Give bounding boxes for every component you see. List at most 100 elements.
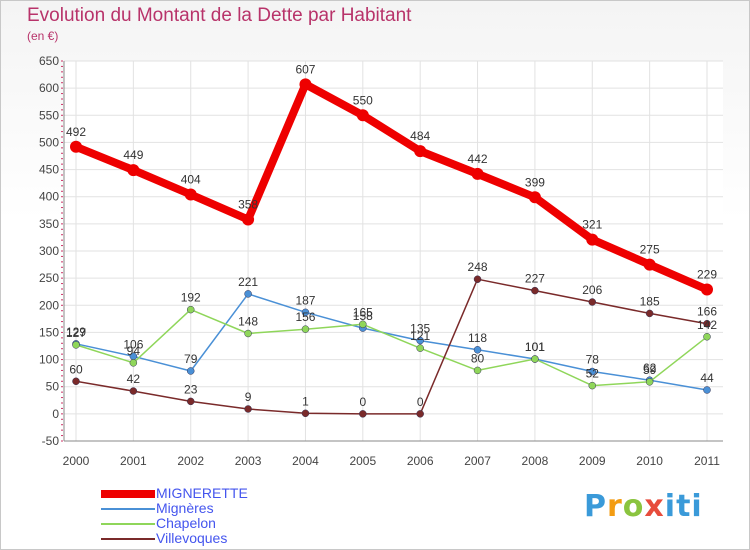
data-point: [473, 346, 482, 354]
series-line-mignères: [75, 293, 708, 391]
y-tick-label: 450: [39, 163, 59, 177]
data-point: [186, 397, 195, 406]
data-label: 221: [238, 275, 258, 289]
legend-swatch-villevoques: [101, 538, 155, 540]
y-tick-label: 400: [39, 190, 59, 204]
data-point: [127, 164, 140, 177]
data-point: [703, 386, 711, 394]
data-label: 79: [184, 352, 198, 366]
data-point: [471, 167, 484, 180]
y-tick-label: 50: [46, 380, 60, 394]
y-tick-label: 100: [39, 353, 59, 367]
x-tick-label: 2003: [235, 454, 262, 468]
legend-label: Chapelon: [156, 515, 216, 531]
data-point: [588, 381, 597, 390]
y-tick-label: 500: [39, 135, 59, 149]
x-tick-label: 2010: [636, 454, 663, 468]
data-point: [301, 409, 310, 418]
data-point: [588, 367, 597, 376]
data-point: [129, 387, 138, 395]
data-label: 52: [586, 367, 600, 381]
data-label: 9: [245, 390, 252, 404]
data-label: 227: [525, 272, 545, 286]
legend-swatch-chapelon: [101, 523, 155, 525]
y-tick-label: 600: [39, 81, 59, 95]
data-label: 484: [410, 129, 430, 143]
data-label: 404: [181, 173, 201, 187]
data-point: [531, 355, 539, 363]
data-label: 0: [359, 395, 366, 409]
x-tick-label: 2008: [522, 454, 549, 468]
data-label: 62: [643, 361, 657, 375]
data-label: 42: [127, 372, 141, 386]
series-line-mignerette: [72, 80, 711, 294]
y-tick-label: 250: [39, 271, 59, 285]
data-point: [473, 366, 482, 375]
data-label: 607: [295, 62, 315, 76]
data-point: [588, 298, 597, 306]
data-label: 0: [417, 395, 424, 409]
data-point: [703, 319, 711, 328]
data-label: 1: [302, 394, 309, 408]
data-label: 94: [127, 344, 141, 358]
data-point: [186, 367, 195, 375]
data-label: 166: [697, 305, 717, 319]
data-point: [586, 233, 599, 246]
data-label: 442: [468, 152, 488, 166]
data-label: 449: [123, 148, 143, 162]
data-label: 358: [238, 198, 258, 212]
data-label: 185: [640, 294, 660, 308]
data-label: 165: [353, 305, 373, 319]
data-point: [244, 329, 252, 338]
data-label: 142: [697, 318, 717, 332]
data-label: 158: [353, 309, 373, 323]
data-point: [643, 258, 656, 271]
y-tick-label: 0: [52, 407, 59, 421]
x-tick-label: 2007: [464, 454, 491, 468]
proxiti-logo: Proxiti: [584, 489, 703, 524]
legend-label: MIGNERETTE: [156, 485, 248, 501]
data-point: [301, 308, 310, 317]
data-label: 192: [181, 291, 201, 305]
data-point: [703, 333, 711, 341]
data-label: 550: [353, 93, 373, 107]
data-point: [242, 213, 255, 226]
series-line-villevoques: [75, 278, 708, 415]
legend-swatch-migneres: [101, 508, 155, 510]
data-label: 121: [410, 329, 430, 343]
data-label: 399: [525, 175, 545, 189]
x-tick-label: 2006: [407, 454, 434, 468]
data-point: [299, 78, 312, 91]
data-point: [244, 290, 252, 298]
data-label: 492: [66, 125, 86, 139]
data-point: [359, 410, 367, 418]
data-label: 156: [295, 310, 315, 324]
series-line-chapelon: [75, 308, 708, 387]
data-point: [184, 188, 197, 201]
data-label: 101: [525, 340, 545, 354]
data-label: 80: [471, 351, 485, 365]
data-point: [531, 286, 539, 295]
data-label: 23: [184, 382, 198, 396]
data-label: 129: [66, 325, 86, 339]
y-tick-label: -50: [42, 434, 60, 448]
data-label: 275: [640, 243, 660, 257]
x-tick-label: 2000: [63, 454, 90, 468]
data-point: [72, 341, 80, 349]
data-label: 127: [66, 326, 86, 340]
data-label: 135: [410, 322, 430, 336]
data-label: 206: [582, 283, 602, 297]
y-tick-label: 350: [39, 217, 59, 231]
data-label: 60: [69, 362, 83, 376]
x-tick-label: 2005: [349, 454, 376, 468]
data-point: [645, 378, 654, 386]
data-point: [186, 305, 195, 314]
data-label: 248: [468, 260, 488, 274]
data-label: 106: [123, 337, 143, 351]
data-point: [416, 410, 424, 418]
x-tick-label: 2011: [694, 454, 720, 468]
data-point: [473, 275, 482, 283]
y-tick-label: 200: [39, 298, 59, 312]
